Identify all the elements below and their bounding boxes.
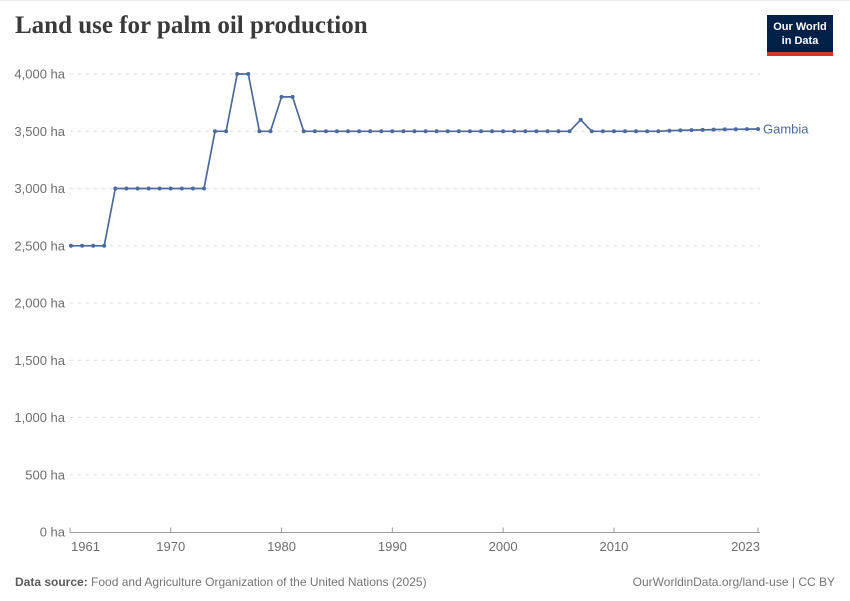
data-point-2021[interactable]	[733, 127, 738, 132]
data-point-1997[interactable]	[467, 129, 472, 134]
line-gambia[interactable]	[70, 73, 759, 247]
data-point-1982[interactable]	[301, 129, 306, 134]
data-point-2016[interactable]	[678, 128, 683, 133]
data-point-1983[interactable]	[312, 129, 317, 134]
data-point-1972[interactable]	[190, 186, 195, 191]
data-point-2001[interactable]	[512, 129, 517, 134]
data-point-2005[interactable]	[556, 129, 561, 134]
data-point-1970[interactable]	[168, 186, 173, 191]
data-source-label: Data source:	[15, 575, 88, 589]
data-point-1990[interactable]	[390, 129, 395, 134]
y-tick-label-0: 0 ha	[40, 525, 66, 540]
data-point-2010[interactable]	[612, 129, 616, 134]
data-point-1962[interactable]	[80, 243, 85, 248]
data-point-1998[interactable]	[479, 129, 483, 134]
data-point-2000[interactable]	[501, 129, 506, 134]
data-point-1985[interactable]	[334, 129, 339, 134]
x-tick-label-1990: 1990	[378, 539, 407, 554]
y-tick-label-2500: 2,500 ha	[14, 238, 65, 253]
data-point-1994[interactable]	[434, 129, 439, 134]
data-point-2003[interactable]	[534, 129, 539, 134]
y-tick-label-3000: 3,000 ha	[14, 181, 65, 196]
x-tick-label-1980: 1980	[267, 539, 296, 554]
data-point-1974[interactable]	[213, 129, 217, 134]
data-point-1976[interactable]	[235, 72, 240, 76]
x-tick-label-2010: 2010	[599, 539, 628, 554]
data-point-1984[interactable]	[323, 129, 328, 134]
data-point-1999[interactable]	[490, 129, 495, 134]
data-point-2009[interactable]	[600, 129, 605, 134]
owid-logo[interactable]: Our World in Data	[767, 15, 833, 56]
data-point-1981[interactable]	[290, 94, 295, 99]
data-point-1961[interactable]	[69, 243, 73, 248]
x-tick-label-2023: 2023	[731, 539, 760, 554]
data-point-2013[interactable]	[645, 129, 650, 134]
data-point-1978[interactable]	[257, 129, 262, 134]
data-point-2018[interactable]	[700, 127, 705, 132]
credit-license: | CC BY	[788, 575, 835, 589]
data-point-1993[interactable]	[423, 129, 428, 134]
data-point-2022[interactable]	[744, 127, 749, 132]
data-point-1975[interactable]	[224, 129, 229, 134]
data-point-2019[interactable]	[711, 127, 716, 132]
data-point-2011[interactable]	[623, 129, 627, 134]
data-point-2006[interactable]	[567, 129, 572, 134]
data-point-1967[interactable]	[135, 186, 140, 191]
y-tick-label-1500: 1,500 ha	[14, 353, 65, 368]
data-source: Data source: Food and Agriculture Organi…	[15, 575, 427, 589]
x-tick-label-1970: 1970	[156, 539, 185, 554]
data-point-1968[interactable]	[146, 186, 151, 191]
data-point-1973[interactable]	[202, 186, 206, 191]
data-point-2017[interactable]	[689, 128, 694, 133]
data-point-2020[interactable]	[722, 127, 727, 132]
data-point-1996[interactable]	[456, 129, 461, 134]
x-tick-label-1961: 1961	[71, 539, 100, 554]
credit-link[interactable]: OurWorldinData.org/land-use	[632, 575, 789, 589]
data-point-2004[interactable]	[545, 129, 550, 134]
series-label-gambia[interactable]: Gambia	[763, 121, 809, 136]
data-point-1986[interactable]	[346, 129, 350, 134]
data-point-1969[interactable]	[157, 186, 162, 191]
data-point-1979[interactable]	[268, 129, 273, 134]
data-point-1989[interactable]	[379, 129, 384, 134]
data-source-text: Food and Agriculture Organization of the…	[87, 575, 427, 589]
data-point-2007[interactable]	[578, 117, 583, 122]
data-point-1995[interactable]	[445, 129, 450, 134]
data-point-2002[interactable]	[523, 129, 528, 134]
data-point-2014[interactable]	[656, 129, 661, 134]
data-point-1965[interactable]	[113, 186, 118, 191]
y-tick-label-3500: 3,500 ha	[14, 124, 65, 139]
data-point-1992[interactable]	[412, 129, 417, 134]
data-point-1988[interactable]	[368, 129, 373, 134]
data-point-1971[interactable]	[179, 186, 184, 191]
data-point-2015[interactable]	[667, 128, 672, 133]
data-point-1977[interactable]	[246, 72, 251, 76]
chart-footer: Data source: Food and Agriculture Organi…	[15, 575, 835, 589]
y-tick-label-4000: 4,000 ha	[14, 67, 65, 82]
data-point-1966[interactable]	[124, 186, 129, 191]
data-point-1964[interactable]	[102, 243, 107, 248]
data-point-1987[interactable]	[357, 129, 362, 134]
data-point-1980[interactable]	[279, 94, 284, 99]
credit: OurWorldinData.org/land-use | CC BY	[633, 575, 835, 589]
owid-logo-line2: in Data	[781, 35, 819, 48]
y-tick-label-2000: 2,000 ha	[14, 296, 65, 311]
data-point-1963[interactable]	[91, 243, 96, 248]
data-point-1991[interactable]	[401, 129, 406, 134]
data-point-2008[interactable]	[589, 129, 594, 134]
owid-logo-line1: Our World	[773, 21, 827, 33]
x-tick-label-2000: 2000	[489, 539, 518, 554]
y-tick-label-1000: 1,000 ha	[14, 410, 65, 425]
y-tick-label-500: 500 ha	[25, 467, 66, 482]
data-point-2012[interactable]	[634, 129, 639, 134]
chart-title: Land use for palm oil production	[15, 12, 368, 39]
data-point-2023[interactable]	[756, 127, 760, 131]
